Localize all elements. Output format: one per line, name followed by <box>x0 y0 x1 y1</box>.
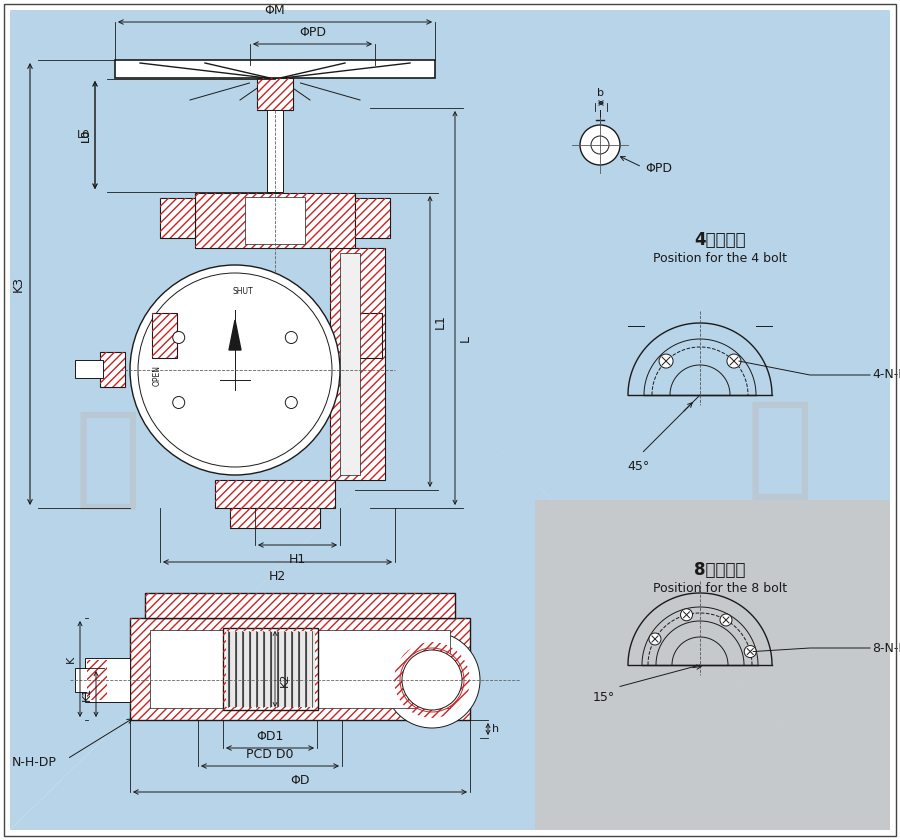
Text: 豪: 豪 <box>75 407 141 513</box>
Bar <box>100 352 125 387</box>
Text: L: L <box>459 334 472 342</box>
Polygon shape <box>229 320 241 350</box>
Bar <box>130 618 470 720</box>
Bar <box>267 110 283 192</box>
Circle shape <box>173 332 184 344</box>
Bar <box>145 593 455 618</box>
Text: 8个孔位置: 8个孔位置 <box>694 561 746 579</box>
Text: K3: K3 <box>12 276 25 292</box>
Circle shape <box>591 136 609 154</box>
Bar <box>223 628 318 710</box>
Text: L0: L0 <box>76 130 90 140</box>
Bar <box>195 193 355 248</box>
Bar <box>87 660 107 700</box>
Text: ΦM: ΦM <box>265 4 285 17</box>
Circle shape <box>402 650 462 710</box>
Circle shape <box>649 633 661 645</box>
Bar <box>357 313 382 358</box>
Bar <box>215 480 335 508</box>
Text: L1: L1 <box>434 314 447 329</box>
Polygon shape <box>10 400 890 830</box>
Text: H2: H2 <box>269 570 286 583</box>
Bar <box>87 660 107 700</box>
Circle shape <box>400 648 464 712</box>
Bar <box>115 60 435 78</box>
Text: Position for the 4 bolt: Position for the 4 bolt <box>653 251 787 265</box>
Bar <box>160 198 195 238</box>
Polygon shape <box>10 10 890 500</box>
Text: h: h <box>492 724 500 734</box>
Text: ΦPD: ΦPD <box>299 26 326 39</box>
Bar <box>357 313 382 358</box>
Text: K1: K1 <box>82 687 92 701</box>
Bar <box>160 198 195 238</box>
Text: 4-N-DP: 4-N-DP <box>872 369 900 381</box>
Text: ΦD1: ΦD1 <box>256 730 284 743</box>
Text: L0: L0 <box>81 129 91 142</box>
Text: 15°: 15° <box>593 691 615 705</box>
Polygon shape <box>10 10 430 830</box>
Bar <box>100 352 125 387</box>
Text: SHUT: SHUT <box>233 287 253 297</box>
Circle shape <box>680 609 692 621</box>
Bar <box>257 78 293 110</box>
Circle shape <box>384 632 480 728</box>
Text: K: K <box>66 655 76 663</box>
Bar <box>215 480 335 508</box>
Circle shape <box>659 354 673 368</box>
Circle shape <box>580 125 620 165</box>
Bar <box>355 198 390 238</box>
Bar <box>223 628 318 710</box>
Bar <box>226 631 315 707</box>
Circle shape <box>130 265 340 475</box>
Bar <box>152 313 177 358</box>
Bar <box>355 198 390 238</box>
Text: Position for the 8 bolt: Position for the 8 bolt <box>652 581 788 595</box>
Bar <box>230 508 320 528</box>
Text: 軒: 軒 <box>747 396 814 503</box>
Bar <box>245 197 305 244</box>
Text: 4个孔位置: 4个孔位置 <box>694 231 746 249</box>
Bar <box>150 630 450 708</box>
Text: K2: K2 <box>280 673 290 687</box>
Bar <box>85 658 130 702</box>
Text: OPEN: OPEN <box>152 365 161 386</box>
Circle shape <box>285 332 297 344</box>
Bar <box>75 360 103 378</box>
Circle shape <box>720 614 732 626</box>
Circle shape <box>744 646 756 658</box>
Bar <box>257 78 293 110</box>
Text: N-H-DP: N-H-DP <box>12 755 57 769</box>
Text: PCD D0: PCD D0 <box>247 748 293 761</box>
Bar <box>330 248 385 480</box>
Text: H1: H1 <box>289 553 306 566</box>
Polygon shape <box>470 10 890 830</box>
Bar <box>195 193 355 248</box>
Bar <box>75 668 87 692</box>
Text: b: b <box>598 88 605 98</box>
Bar <box>230 508 320 528</box>
Bar <box>340 253 360 475</box>
Circle shape <box>173 396 184 408</box>
Circle shape <box>285 396 297 408</box>
Bar <box>130 618 470 720</box>
Bar <box>152 313 177 358</box>
Text: 8-N-DP: 8-N-DP <box>872 642 900 654</box>
Polygon shape <box>535 500 890 830</box>
Text: 45°: 45° <box>627 459 650 473</box>
Bar <box>145 593 455 618</box>
Text: ΦD: ΦD <box>290 774 310 787</box>
Text: L0: L0 <box>81 129 91 142</box>
Circle shape <box>392 640 472 720</box>
Text: ΦPD: ΦPD <box>645 162 672 176</box>
Circle shape <box>727 354 741 368</box>
Bar <box>330 248 385 480</box>
Circle shape <box>138 273 332 467</box>
